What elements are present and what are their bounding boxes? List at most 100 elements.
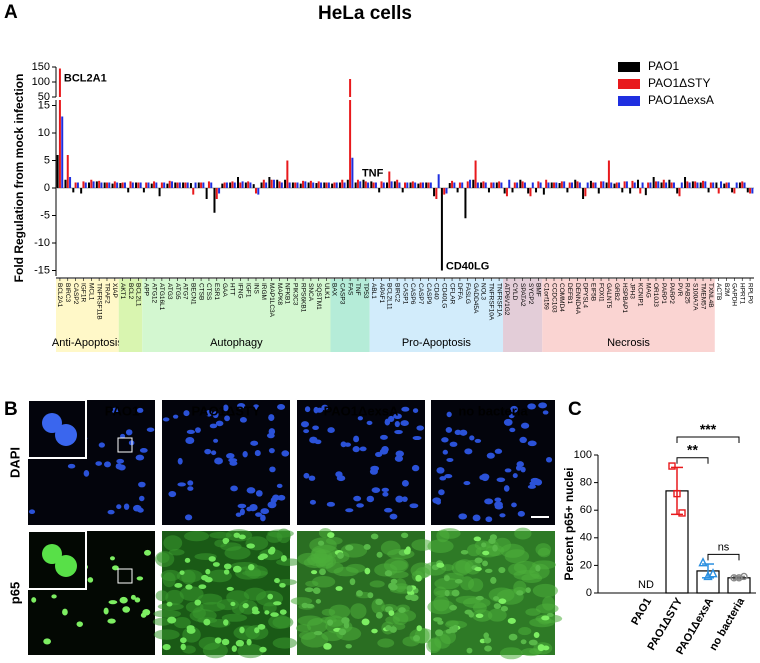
cell-body [377,638,395,648]
panel-label: A [4,2,18,23]
x-tick-label: BCL2A1 [56,283,63,308]
nucleus [280,555,287,562]
bar [218,188,221,194]
nucleus [279,583,286,588]
nucleus [337,552,344,559]
bar [709,182,712,188]
bar [194,182,197,188]
legend-swatch [618,96,640,106]
bar [356,179,359,188]
nucleus [134,597,141,603]
bar [61,116,64,188]
bar [668,179,671,188]
bar [92,181,95,188]
nucleus [274,578,280,584]
x-tick-label: PARP1 [660,283,667,304]
x-tick-label: GAA [221,283,228,297]
bar [270,179,273,188]
nucleus [166,601,173,607]
x-tick-label: MAP1LC3A [268,283,275,318]
bar [539,182,542,188]
bar [469,179,472,188]
x-tick-label: DENND4A [574,283,581,315]
nucleus [492,544,498,552]
nucleus [401,532,409,539]
bar [749,188,752,194]
nucleus [233,532,241,538]
x-tick-label: XIAP [111,283,118,298]
nucleus [235,639,245,647]
annotation: CD40LG [446,260,489,272]
bar [178,182,181,188]
nucleus [28,509,36,515]
group-band [369,279,504,352]
bar [425,182,428,188]
bar [686,181,689,188]
nucleus [130,594,136,600]
nucleus [209,423,218,429]
bar [476,182,479,188]
bar [325,182,328,188]
significance-bracket [676,436,740,444]
y-tick-label: 100 [574,449,592,461]
nucleus [475,595,484,601]
bar [715,182,718,188]
bar [364,181,367,188]
cell-body [312,575,336,588]
x-tick-label: CTSB [197,283,204,300]
bar [74,182,77,188]
bar [458,182,461,188]
bar [464,188,467,219]
bar [654,181,657,188]
bar [296,182,299,188]
x-tick-label: AKT1 [119,283,126,300]
nucleus [180,643,186,651]
y-axis-label: Percent p65+ nuclei [562,467,576,580]
inset-nucleus [42,413,62,433]
nucleus [482,560,488,567]
bar [680,182,683,188]
bar [382,182,385,188]
cell-body [209,531,232,539]
bar [370,181,373,188]
bar [433,188,436,197]
bar [547,182,550,188]
bar [320,182,323,188]
x-tick-label: FASLG [464,283,471,304]
bar [482,181,485,188]
bar [631,180,634,188]
nucleus [242,603,249,609]
x-tick-label: CASP9 [425,283,432,305]
nucleus [494,497,502,503]
bar [317,181,320,188]
cell-body [427,539,454,554]
x-tick-label: SYCP2 [527,283,534,305]
nucleus [516,461,524,468]
nucleus [542,410,549,415]
bar [448,183,451,188]
x-tick-label: TNF [354,283,361,296]
chart-title: HeLa cells [318,3,412,24]
x-tick-label: HSPBAP1 [621,283,628,313]
bar [741,181,744,188]
nucleus [194,599,202,606]
cell-body [440,629,457,645]
nucleus [390,578,398,585]
nucleus [109,556,115,561]
cell-body [221,613,248,622]
x-tick-label: TP53 [362,283,369,299]
bar [247,181,250,188]
group-band [142,279,331,352]
nucleus [458,513,468,520]
nucleus [185,584,193,590]
x-tick-label: EIF5B [590,283,597,301]
x-tick-label: DPYSL4 [582,283,589,308]
bar [445,188,448,194]
y-tick-label: 0 [44,182,50,194]
nucleus [237,503,247,509]
nucleus [375,451,383,458]
nucleus [444,474,453,479]
bar [82,181,85,188]
nucleus [472,514,481,522]
bar [735,182,738,188]
